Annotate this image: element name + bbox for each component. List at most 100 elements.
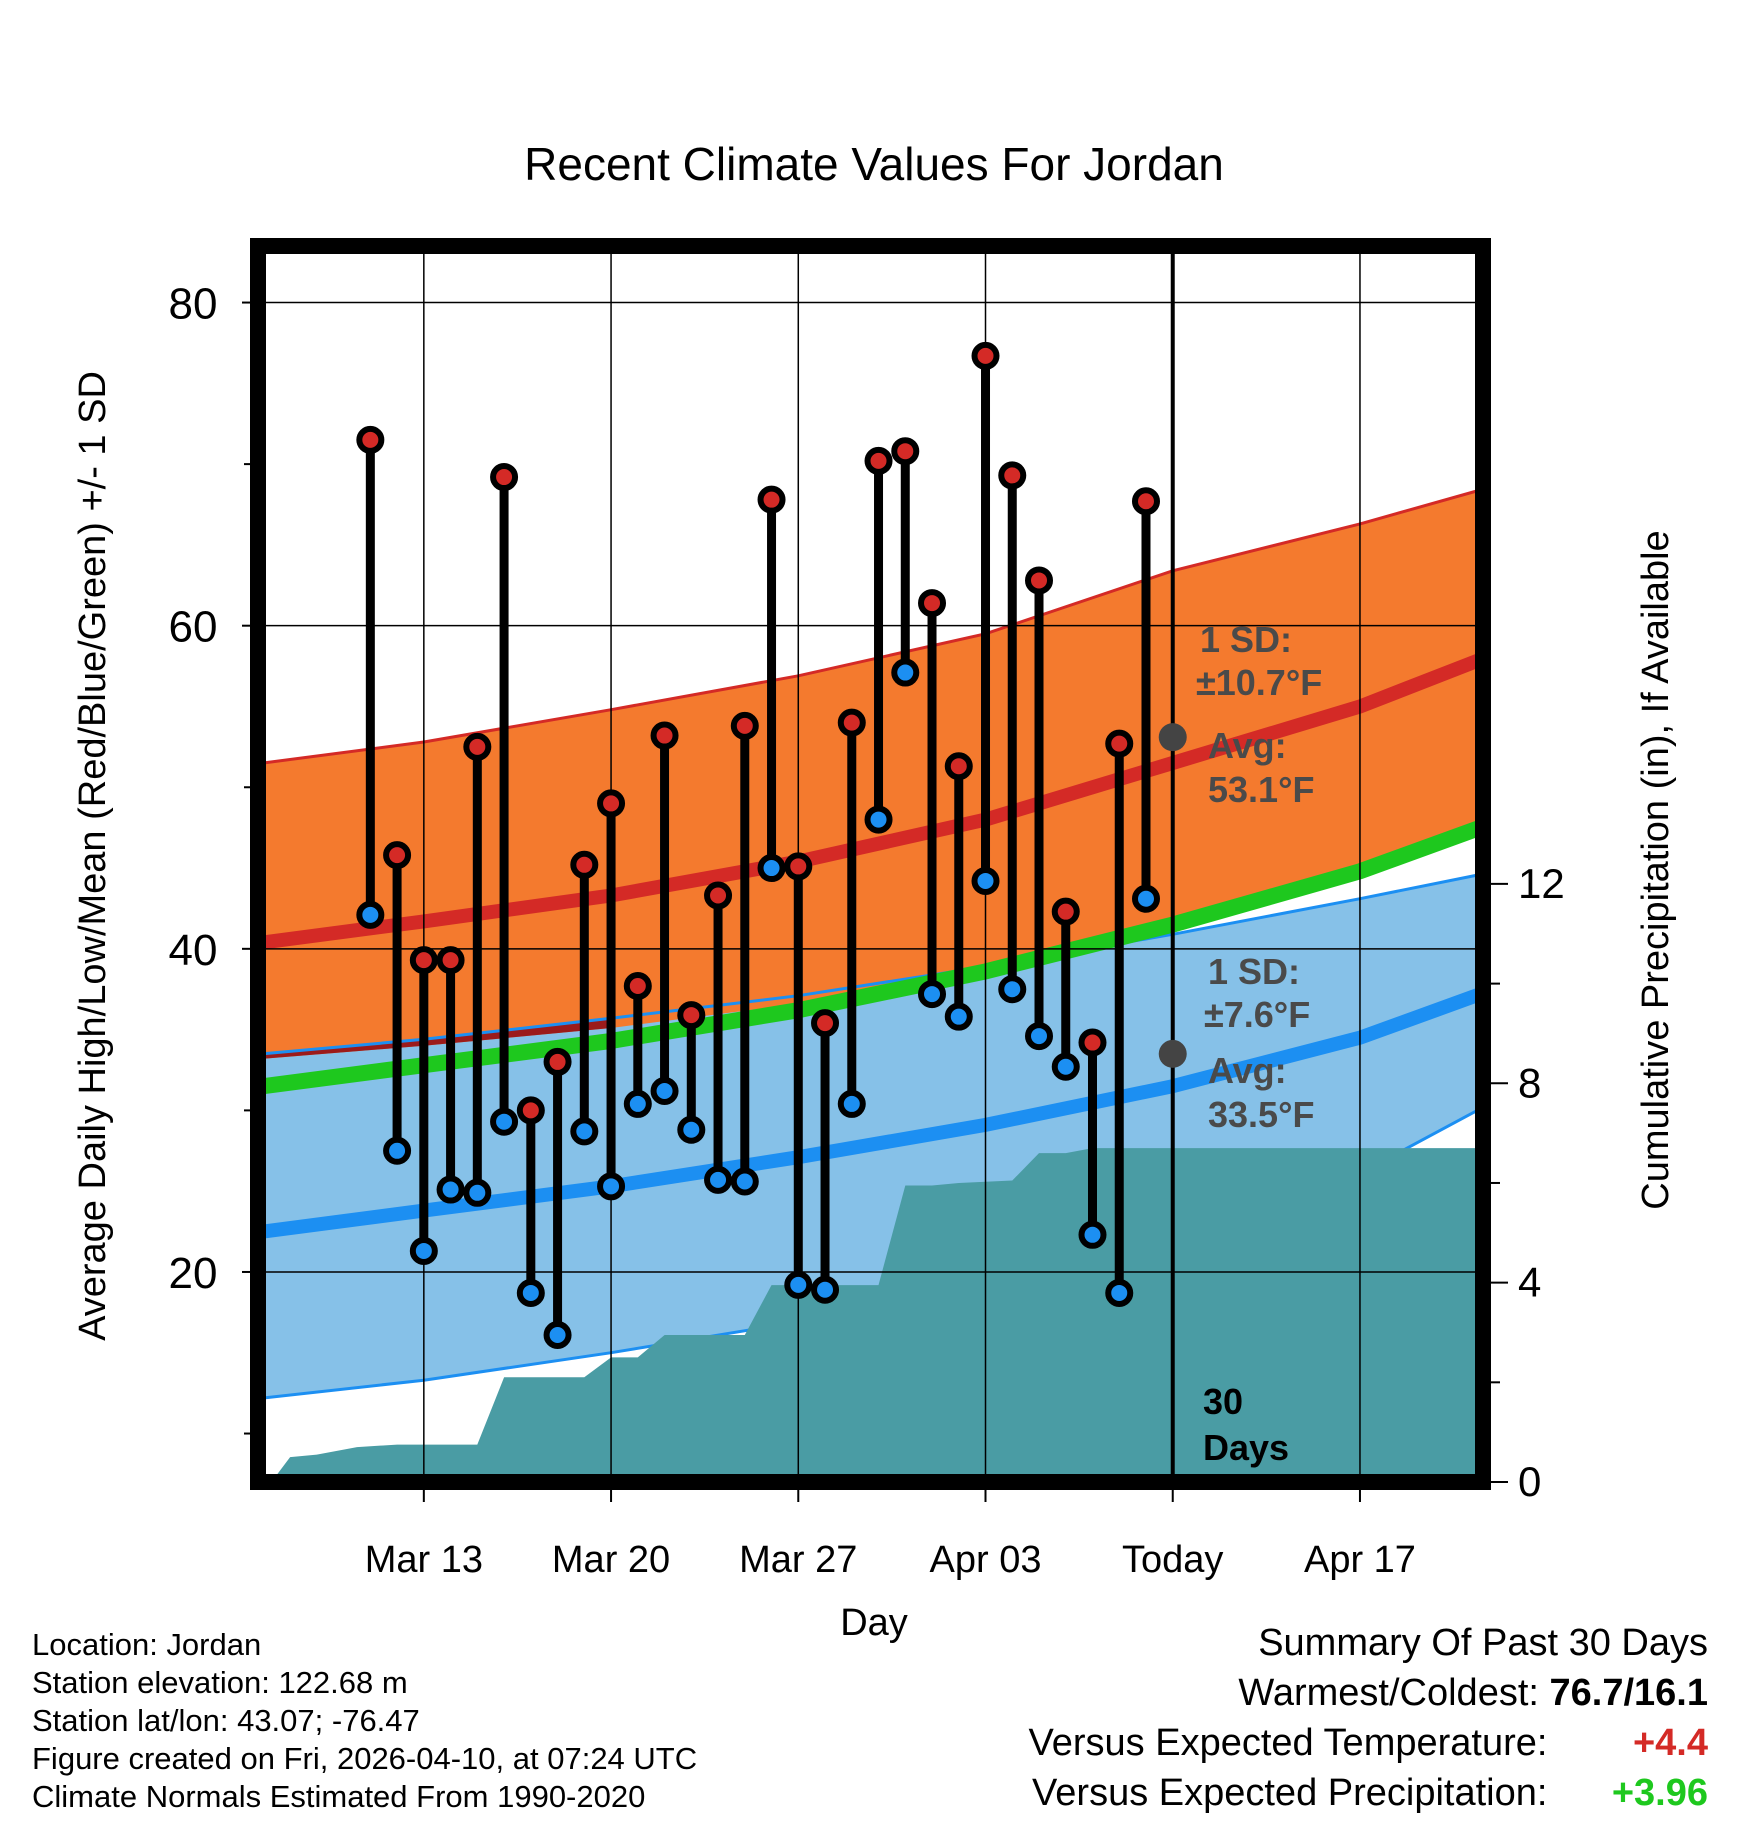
daily-low-point: [730, 1167, 759, 1196]
daily-high-point: [463, 732, 492, 761]
high-upper-edge: [263, 488, 1481, 765]
daily-high-point: [891, 437, 920, 466]
daily-low-point: [543, 1320, 572, 1349]
y2-tick-label: 12: [1518, 860, 1565, 907]
y-tick-label: 80: [169, 280, 218, 329]
daily-low-point: [704, 1165, 733, 1194]
window-days-text: Days: [1203, 1427, 1289, 1468]
daily-high-point: [784, 852, 813, 881]
daily-high-point: [837, 708, 866, 737]
daily-high-point: [1131, 487, 1160, 516]
daily-low-point: [918, 980, 947, 1009]
latlon-text: Station lat/lon: 43.07; -76.47: [32, 1703, 420, 1738]
daily-high-point: [864, 446, 893, 475]
summary-title: Summary Of Past 30 Days: [1258, 1622, 1708, 1664]
daily-low-point: [383, 1136, 412, 1165]
daily-high-point: [757, 485, 786, 514]
x-tick-label: Apr 03: [930, 1539, 1042, 1581]
y2-tick-label: 4: [1518, 1259, 1541, 1306]
daily-high-point: [811, 1009, 840, 1038]
high-avg-label: Avg:: [1208, 725, 1287, 766]
y2-axis-label: Cumulative Precipitation (in), If Availa…: [1635, 530, 1677, 1209]
daily-low-point: [971, 866, 1000, 895]
daily-low-point: [1131, 884, 1160, 913]
summary-warm-cold: Warmest/Coldest: 76.7/16.1: [1029, 1668, 1708, 1718]
elevation-text: Station elevation: 122.68 m: [32, 1665, 408, 1700]
daily-low-point: [837, 1089, 866, 1118]
daily-low-point: [623, 1089, 652, 1118]
daily-low-point: [998, 975, 1027, 1004]
daily-high-point: [383, 841, 412, 870]
daily-high-point: [650, 721, 679, 750]
window-days-number: 30: [1203, 1381, 1243, 1422]
warm-cold-label: Warmest/Coldest:: [1238, 1672, 1539, 1714]
daily-high-point: [1105, 729, 1134, 758]
daily-high-point: [356, 425, 385, 454]
summary-precip: Versus Expected Precipitation: +3.96: [1029, 1768, 1708, 1818]
daily-high-point: [704, 881, 733, 910]
daily-low-point: [409, 1236, 438, 1265]
daily-low-point: [436, 1175, 465, 1204]
daily-low-point: [490, 1107, 519, 1136]
x-axis-label: Day: [840, 1602, 908, 1644]
daily-low-point: [356, 900, 385, 929]
summary-temp: Versus Expected Temperature: +4.4: [1029, 1718, 1708, 1768]
daily-low-point: [463, 1178, 492, 1207]
daily-low-point: [944, 1002, 973, 1031]
precip-value: +3.96: [1611, 1772, 1708, 1814]
chart-title: Recent Climate Values For Jordan: [524, 138, 1224, 190]
high-sd-value: ±10.7°F: [1196, 662, 1322, 703]
today-low-avg-dot: [1158, 1039, 1187, 1068]
summary-panel: Summary Of Past 30 Days Warmest/Coldest:…: [1029, 1618, 1708, 1818]
daily-high-point: [677, 1001, 706, 1030]
precip-area: [271, 1148, 1481, 1482]
daily-low-point: [516, 1278, 545, 1307]
x-tick-label: Mar 27: [739, 1539, 857, 1581]
daily-low-point: [757, 854, 786, 883]
y2-tick-label: 0: [1518, 1458, 1541, 1505]
daily-low-point: [1051, 1052, 1080, 1081]
daily-high-point: [1025, 566, 1054, 595]
plot-frame: [250, 238, 1491, 1490]
low-sd-band: [263, 874, 1481, 1398]
station-info: Location: Jordan Station elevation: 122.…: [32, 1626, 697, 1816]
today-high-avg-dot: [1158, 723, 1187, 752]
y-tick-label: 60: [169, 603, 218, 652]
y2-tick-label: 8: [1518, 1059, 1541, 1106]
created-text: Figure created on Fri, 2026-04-10, at 07…: [32, 1741, 698, 1776]
high-avg-line: [262, 653, 1483, 950]
high-avg-value: 53.1°F: [1208, 769, 1314, 810]
daily-low-point: [784, 1270, 813, 1299]
daily-low-point: [864, 805, 893, 834]
location-text: Location: Jordan: [32, 1627, 262, 1662]
daily-high-point: [918, 589, 947, 618]
low-sd-label: 1 SD:: [1208, 951, 1300, 992]
x-tick-label: Today: [1122, 1539, 1223, 1581]
daily-low-point: [570, 1117, 599, 1146]
daily-low-point: [597, 1172, 626, 1201]
temp-label: Versus Expected Temperature:: [1028, 1722, 1548, 1764]
precip-label: Versus Expected Precipitation:: [1032, 1772, 1548, 1814]
y-axis-label: Average Daily High/Low/Mean (Red/Blue/Gr…: [72, 371, 114, 1341]
daily-high-point: [944, 752, 973, 781]
daily-high-point: [623, 971, 652, 1000]
daily-high-point: [597, 789, 626, 818]
daily-high-point: [570, 850, 599, 879]
y-tick-label: 40: [169, 926, 218, 975]
daily-low-point: [677, 1115, 706, 1144]
daily-low-point: [650, 1077, 679, 1106]
low-sd-value: ±7.6°F: [1204, 994, 1310, 1035]
daily-low-point: [811, 1275, 840, 1304]
y-tick-label: 20: [169, 1249, 218, 1298]
daily-high-point: [436, 946, 465, 975]
daily-low-point: [1078, 1220, 1107, 1249]
high-sd-label: 1 SD:: [1200, 619, 1292, 660]
daily-high-point: [409, 946, 438, 975]
daily-low-point: [1105, 1278, 1134, 1307]
daily-high-point: [998, 461, 1027, 490]
daily-high-point: [490, 463, 519, 492]
warm-cold-value: 76.7/16.1: [1549, 1672, 1708, 1714]
daily-high-point: [516, 1096, 545, 1125]
